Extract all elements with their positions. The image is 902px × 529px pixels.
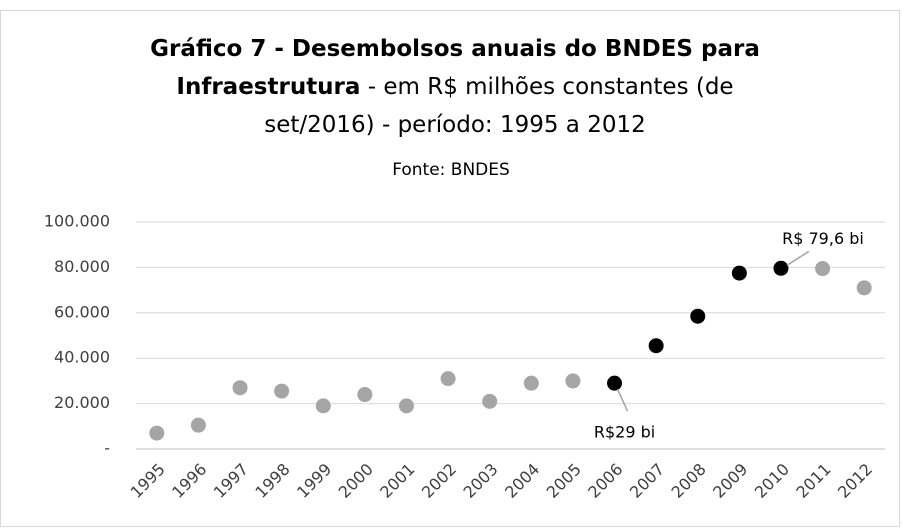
point	[607, 375, 623, 391]
x-tick-label: 2007	[626, 460, 668, 502]
point	[315, 398, 331, 414]
x-tick-label: 2000	[335, 460, 377, 502]
x-tick-label: 2003	[459, 460, 501, 502]
x-tick-label: 1996	[168, 460, 210, 502]
point	[856, 280, 872, 296]
x-tick-label: 1997	[210, 460, 252, 502]
x-tick-label: 2008	[668, 460, 710, 502]
title-rest: - em R$ milhões constantes (de set/2016)…	[264, 74, 734, 138]
chart-subtitle: Fonte: BNDES	[392, 160, 510, 180]
x-tick-label: 1995	[127, 460, 169, 502]
point	[731, 265, 747, 281]
point	[274, 383, 290, 399]
y-tick-label: 100.000	[44, 212, 110, 231]
x-tick-label: 1998	[251, 460, 293, 502]
x-tick-label: 2005	[543, 460, 585, 502]
x-tick-label: 2002	[418, 460, 460, 502]
x-tick-label: 2012	[834, 460, 876, 502]
y-tick-label: 60.000	[54, 302, 110, 321]
x-tick-label: 2011	[792, 460, 834, 502]
y-tick-label: 40.000	[54, 348, 110, 367]
point	[565, 373, 581, 389]
point	[482, 393, 498, 409]
point	[149, 425, 165, 441]
point	[690, 308, 706, 324]
point	[232, 380, 248, 396]
annotation-leader	[616, 388, 629, 412]
chart-title: Gráfico 7 - Desembolsos anuais do BNDES …	[130, 30, 780, 144]
x-tick-label: 1999	[293, 460, 335, 502]
point	[773, 260, 789, 276]
y-tick-label: 20.000	[54, 393, 110, 412]
point	[815, 261, 831, 277]
point	[648, 338, 664, 354]
point	[398, 398, 414, 414]
title-bold: Gráfico 7 - Desembolsos anuais do BNDES …	[150, 36, 760, 100]
annotation: R$ 79,6 bi	[782, 229, 864, 248]
y-tick-label: -	[104, 439, 110, 458]
x-tick-label: 2010	[751, 460, 793, 502]
point	[190, 417, 206, 433]
chart-frame	[0, 10, 900, 527]
annotation: R$29 bi	[594, 423, 655, 442]
x-tick-label: 2009	[709, 460, 751, 502]
x-tick-label: 2006	[584, 460, 626, 502]
y-tick-label: 80.000	[54, 257, 110, 276]
x-tick-label: 2004	[501, 460, 543, 502]
point	[440, 371, 456, 387]
annotation-leader	[786, 250, 810, 266]
point	[357, 387, 373, 403]
x-tick-label: 2001	[376, 460, 418, 502]
point	[523, 375, 539, 391]
